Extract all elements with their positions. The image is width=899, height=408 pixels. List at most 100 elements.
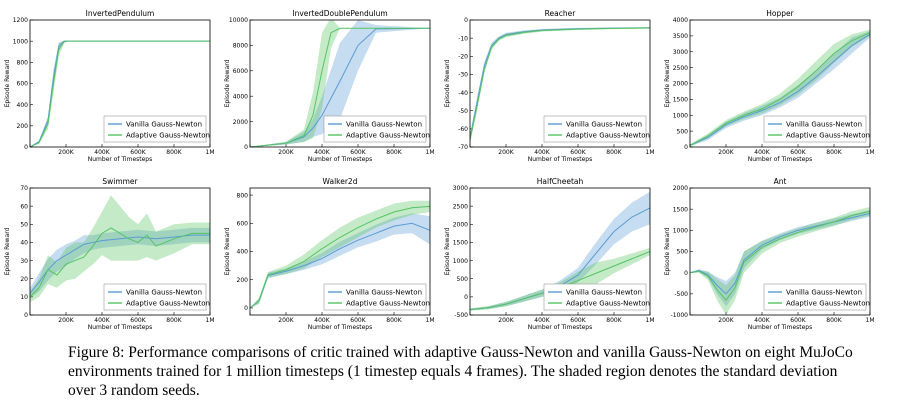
legend-label: Vanilla Gauss-Newton [126, 121, 202, 129]
x-tick-label: 800K [606, 317, 622, 324]
chart-title: InvertedDoublePendulum [292, 9, 387, 18]
legend-label: Adaptive Gauss-Newton [786, 132, 870, 140]
plot-frame [689, 187, 871, 316]
std-band-vanilla [30, 227, 210, 299]
x-tick-label: 200K [58, 149, 74, 156]
y-tick-label: 0 [24, 312, 28, 319]
std-band-vanilla [690, 31, 870, 147]
x-axis-label: Number of Timesteps [528, 324, 593, 331]
plot-frame [469, 187, 651, 316]
y-axis-label: Episode Reward [4, 59, 11, 107]
x-tick-label: 600K [350, 317, 366, 324]
y-tick-label: 1500 [673, 206, 688, 213]
x-tick-label: 800K [166, 317, 182, 324]
x-tick-label: 200K [278, 149, 294, 156]
x-tick-label: 200K [498, 149, 514, 156]
y-tick-label: 2000 [453, 221, 468, 228]
y-tick-label: 4000 [673, 17, 688, 24]
series-line-adaptive [250, 205, 430, 309]
legend-box [543, 283, 647, 311]
legend-label: Vanilla Gauss-Newton [566, 121, 642, 129]
y-tick-label: 0 [464, 17, 468, 24]
x-tick-label: 400K [754, 317, 770, 324]
y-tick-label: 10000 [229, 17, 248, 24]
legend-box [103, 115, 207, 143]
x-tick-label: 1M [206, 149, 215, 156]
x-tick-label: 400K [314, 317, 330, 324]
chart-title: Reacher [545, 9, 577, 18]
y-tick-label: 3000 [453, 185, 468, 192]
x-axis-label: Number of Timesteps [88, 156, 153, 163]
plot-area [30, 195, 210, 303]
y-tick-label: 6000 [233, 68, 248, 75]
y-tick-label: 1000 [13, 38, 28, 45]
x-tick-label: 200K [58, 317, 74, 324]
y-tick-label: 0 [684, 144, 688, 151]
y-tick-label: 500 [677, 128, 689, 135]
std-band-vanilla [250, 213, 430, 308]
y-tick-label: 400 [237, 249, 249, 256]
legend-box [103, 283, 207, 311]
y-tick-label: 800 [17, 60, 29, 67]
figure-caption: Figure 8: Performance comparisons of cri… [68, 344, 853, 399]
chart-panel: Reacher Episode Reward Number of Timesteps… [444, 9, 655, 163]
x-tick-label: 600K [570, 149, 586, 156]
series-line-adaptive [250, 27, 430, 147]
x-tick-label: 200K [278, 317, 294, 324]
chart-panel: Hopper Episode Reward Number of Timesteps 0… [664, 9, 875, 163]
y-tick-label: 40 [20, 240, 28, 247]
y-tick-label: -40 [458, 90, 468, 97]
chart-title: Ant [774, 177, 787, 186]
plot-area [30, 40, 210, 147]
series-line-vanilla [30, 234, 210, 294]
plot-area [250, 20, 430, 147]
y-tick-label: 200 [17, 123, 29, 130]
plot-area [250, 200, 430, 309]
chart-panel: InvertedPendulum Episode Reward Number of … [4, 9, 215, 163]
chart-title: Walker2d [323, 177, 358, 186]
y-tick-label: 0 [24, 144, 28, 151]
legend-label: Vanilla Gauss-Newton [126, 289, 202, 297]
y-tick-label: 0 [244, 305, 248, 312]
legend-box [763, 283, 867, 311]
y-tick-label: -50 [458, 108, 468, 115]
legend-box [543, 115, 647, 143]
chart-title: HalfCheetah [537, 177, 584, 186]
y-tick-label: 30 [20, 258, 28, 265]
y-tick-label: -20 [458, 53, 468, 60]
legend-label: Vanilla Gauss-Newton [346, 121, 422, 129]
y-axis-label: Episode Reward [224, 227, 231, 275]
x-tick-label: 1M [646, 317, 655, 324]
y-tick-label: 20 [20, 276, 28, 283]
y-tick-label: 0 [684, 270, 688, 277]
y-tick-label: 2500 [673, 65, 688, 72]
x-tick-label: 800K [826, 317, 842, 324]
y-tick-label: 2000 [233, 119, 248, 126]
y-tick-label: -30 [458, 72, 468, 79]
x-tick-label: 400K [754, 149, 770, 156]
x-tick-label: 200K [498, 317, 514, 324]
x-tick-label: 1M [426, 149, 435, 156]
legend-label: Adaptive Gauss-Newton [566, 132, 650, 140]
y-tick-label: 50 [20, 221, 28, 228]
y-tick-label: 2000 [673, 185, 688, 192]
y-tick-label: 2000 [673, 81, 688, 88]
y-tick-label: 400 [17, 102, 29, 109]
x-tick-label: 1M [206, 317, 215, 324]
y-tick-label: 0 [464, 294, 468, 301]
legend-label: Adaptive Gauss-Newton [786, 300, 870, 308]
y-tick-label: 60 [20, 203, 28, 210]
x-tick-label: 400K [314, 149, 330, 156]
plot-area [690, 29, 870, 147]
x-tick-label: 600K [130, 317, 146, 324]
legend-label: Adaptive Gauss-Newton [566, 300, 650, 308]
y-tick-label: 2500 [453, 203, 468, 210]
plot-frame [689, 19, 871, 148]
plot-frame [249, 187, 431, 316]
std-band-vanilla [250, 20, 430, 147]
y-tick-label: 4000 [233, 93, 248, 100]
x-axis-label: Number of Timesteps [88, 324, 153, 331]
chart-panel: Swimmer Episode Reward Number of Timesteps… [4, 177, 215, 331]
x-tick-label: 800K [606, 149, 622, 156]
y-tick-label: 800 [237, 192, 249, 199]
